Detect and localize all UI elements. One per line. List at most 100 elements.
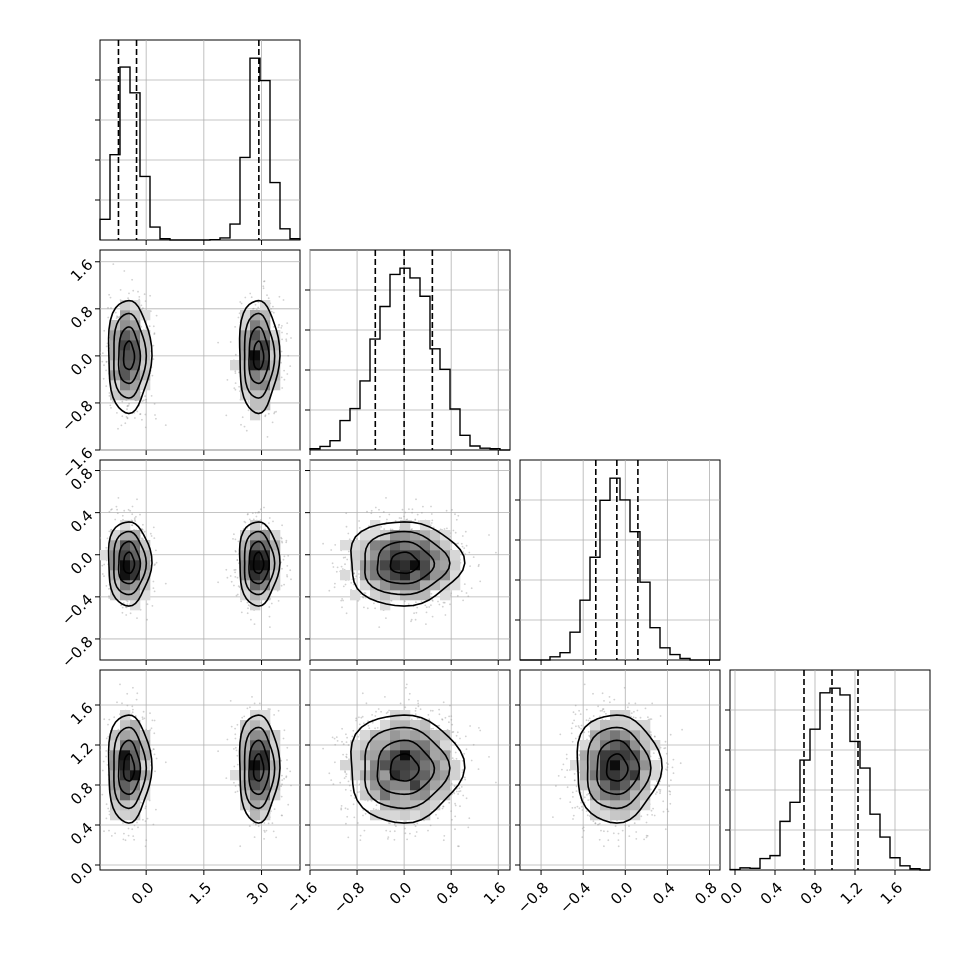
sample-point — [246, 612, 249, 615]
density-cell — [370, 530, 381, 541]
panel-frame — [729, 669, 931, 871]
sample-point — [103, 575, 105, 577]
sample-point — [126, 603, 129, 606]
sample-point — [341, 568, 344, 570]
sample-point — [282, 558, 285, 561]
sample-point — [152, 325, 155, 328]
density-cell — [440, 560, 451, 571]
sample-point — [286, 322, 289, 324]
sample-point — [446, 527, 448, 530]
sample-point — [347, 532, 350, 535]
sample-point — [248, 518, 251, 521]
density-cell — [270, 370, 281, 381]
sample-point — [403, 600, 406, 603]
density-cell — [410, 570, 421, 581]
sample-point — [230, 580, 233, 583]
density-cell — [390, 560, 401, 571]
sample-point — [463, 583, 466, 585]
density-cell — [250, 560, 261, 571]
sample-point — [247, 400, 250, 402]
sample-point — [114, 832, 116, 835]
sample-point — [164, 424, 167, 426]
sample-point — [155, 417, 157, 420]
density-panel-2-1 — [305, 459, 511, 665]
density-cell — [440, 590, 451, 601]
density-cell — [120, 530, 131, 541]
sample-point — [451, 509, 453, 511]
sample-point — [363, 606, 365, 609]
sample-point — [144, 820, 147, 823]
sample-point — [416, 513, 419, 516]
sample-point — [332, 566, 335, 568]
density-cell — [380, 540, 391, 551]
sample-point — [333, 586, 336, 589]
density-cell — [370, 550, 381, 561]
sample-point — [462, 599, 464, 602]
sample-point — [232, 538, 234, 540]
sample-point — [126, 600, 129, 603]
sample-point — [225, 414, 228, 417]
density-cell — [260, 310, 271, 321]
density-cell — [260, 400, 271, 411]
sample-point — [257, 511, 260, 513]
sample-point — [472, 556, 475, 558]
sample-point — [131, 513, 134, 516]
sample-point — [152, 587, 155, 589]
sample-point — [264, 415, 267, 418]
density-cell — [110, 530, 121, 541]
sample-point — [234, 538, 237, 541]
contour-line — [107, 521, 153, 607]
sample-point — [374, 506, 377, 509]
sample-point — [234, 568, 237, 571]
sample-point — [139, 413, 142, 415]
density-cell — [440, 570, 451, 581]
sample-point — [273, 808, 276, 810]
panel-content — [100, 497, 292, 628]
sample-point — [394, 520, 397, 522]
sample-point — [358, 527, 361, 529]
density-cell — [240, 320, 251, 331]
density-cell — [110, 350, 121, 361]
sample-point — [263, 280, 265, 283]
sample-point — [378, 508, 380, 511]
sample-point — [239, 301, 242, 303]
sample-point — [268, 517, 271, 519]
sample-point — [246, 513, 249, 516]
density-cell — [250, 540, 261, 551]
density-cell — [110, 380, 121, 391]
contour-line — [376, 540, 436, 585]
sample-point — [270, 602, 273, 605]
sample-point — [407, 603, 410, 605]
histogram-panel-3 — [725, 669, 931, 875]
sample-point — [108, 510, 111, 513]
sample-point — [344, 556, 347, 559]
density-cell — [120, 540, 131, 551]
sample-point — [140, 802, 143, 804]
sample-point — [125, 416, 128, 418]
sample-point — [97, 315, 99, 317]
sample-point — [217, 750, 220, 753]
sample-point — [443, 601, 446, 604]
density-cell — [360, 540, 371, 551]
sample-point — [148, 325, 151, 328]
density-cell — [430, 570, 441, 581]
density-cell — [130, 370, 141, 381]
sample-point — [134, 417, 136, 419]
sample-point — [152, 344, 155, 347]
sample-point — [150, 535, 153, 537]
sample-point — [389, 528, 392, 531]
density-cell — [440, 580, 451, 591]
sample-point — [442, 601, 445, 604]
contour-line — [117, 326, 142, 385]
sample-point — [103, 563, 106, 566]
sample-point — [130, 519, 133, 522]
sample-point — [425, 623, 427, 625]
density-cell — [110, 320, 121, 331]
sample-point — [410, 519, 412, 522]
sample-point — [253, 836, 256, 838]
sample-point — [388, 513, 391, 516]
sample-point — [441, 605, 444, 608]
sample-point — [105, 546, 108, 549]
sample-point — [334, 544, 337, 546]
density-cell — [450, 570, 461, 581]
